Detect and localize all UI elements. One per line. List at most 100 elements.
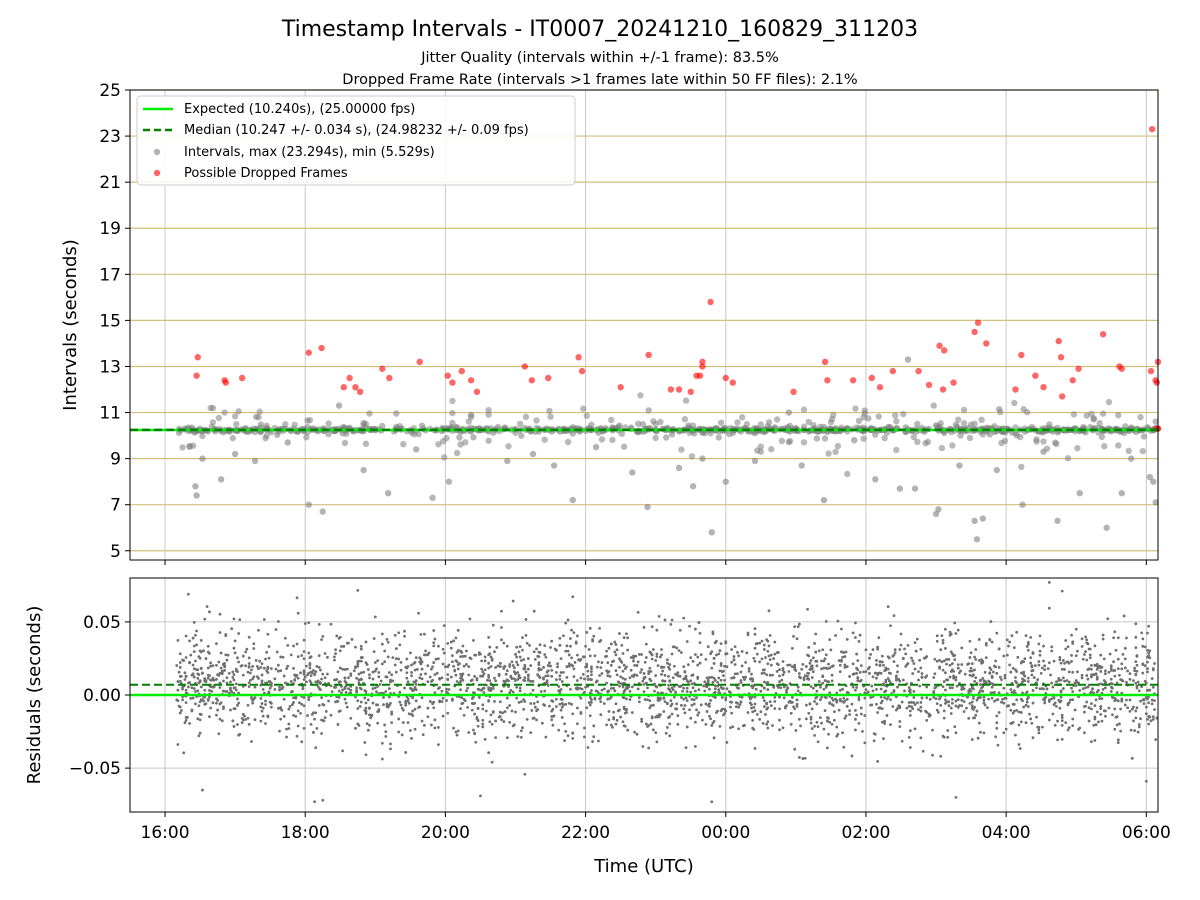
residual-point [259, 666, 263, 669]
residual-point [821, 648, 825, 652]
residual-point [566, 649, 570, 653]
residual-point [621, 685, 625, 689]
interval-point [993, 466, 1000, 474]
residual-point [995, 726, 999, 730]
residual-point [545, 679, 549, 683]
interval-point [681, 416, 689, 423]
residual-point [462, 697, 466, 701]
residual-point [454, 636, 458, 640]
residual-point [1047, 606, 1051, 610]
residual-point [587, 701, 591, 704]
residual-point [410, 737, 413, 740]
residual-point [387, 695, 391, 699]
residual-point [685, 699, 689, 703]
residual-point [300, 654, 304, 657]
residual-point [1085, 700, 1089, 704]
residual-point [184, 674, 188, 678]
interval-point [449, 397, 456, 405]
residual-point [428, 700, 432, 703]
residual-point [1134, 681, 1138, 685]
residual-point [481, 670, 485, 674]
residual-point [394, 647, 398, 650]
residual-point [778, 728, 781, 732]
interval-point [1012, 429, 1019, 437]
residual-point [320, 696, 323, 700]
residual-point [840, 660, 843, 663]
residual-point [866, 667, 870, 671]
interval-point [743, 421, 750, 428]
residual-point [943, 627, 947, 631]
residual-point [653, 689, 656, 693]
residual-point [826, 746, 829, 750]
residual-point [347, 676, 350, 680]
residual-point [977, 659, 981, 662]
residual-point [591, 638, 594, 641]
residual-point [751, 710, 755, 714]
residual-point [920, 696, 924, 700]
residual-point [404, 751, 408, 754]
residual-point [405, 671, 409, 675]
residual-point [366, 698, 370, 702]
residual-point [827, 732, 830, 736]
residual-point [980, 686, 984, 690]
residual-point [809, 717, 813, 721]
residual-point [651, 648, 655, 651]
interval-point [400, 440, 407, 448]
residual-point [283, 636, 287, 640]
interval-point [217, 476, 225, 483]
x-axis-label: Time (UTC) [593, 856, 694, 877]
residual-point [1010, 690, 1014, 694]
residual-point [414, 682, 418, 686]
residual-point [973, 668, 976, 672]
residual-point [569, 644, 572, 648]
residual-point [535, 647, 538, 651]
dropped-frame-point [193, 372, 200, 379]
interval-point [235, 408, 242, 415]
residual-point [523, 772, 527, 776]
residual-point [579, 696, 583, 700]
residual-point [218, 686, 222, 689]
dropped-frame-point [346, 374, 353, 382]
residual-point [634, 654, 638, 658]
residual-point [292, 701, 295, 704]
residual-point [251, 699, 255, 702]
residual-point [189, 653, 193, 657]
residual-point [273, 688, 277, 691]
residual-point [741, 675, 745, 679]
residual-point [537, 661, 541, 665]
residual-point [793, 747, 797, 751]
residual-point [312, 711, 315, 715]
interval-point [827, 419, 835, 426]
residual-point [766, 662, 770, 666]
residual-point [986, 706, 989, 710]
residual-point [1122, 614, 1126, 618]
residual-point [660, 672, 663, 676]
residual-point [602, 687, 606, 691]
residual-point [324, 710, 328, 713]
residual-point [422, 653, 426, 657]
residual-point [766, 688, 770, 691]
residual-point [712, 676, 716, 680]
residual-point [733, 672, 737, 676]
residual-point [755, 641, 759, 645]
residual-point [1035, 686, 1038, 690]
residual-point [689, 690, 693, 694]
interval-point [734, 419, 741, 426]
interval-point [441, 454, 448, 461]
residual-point [203, 677, 207, 680]
residual-point [531, 679, 535, 683]
residual-point [1064, 647, 1068, 651]
residual-point [1154, 738, 1158, 741]
residual-point [491, 686, 495, 690]
residual-point [502, 720, 506, 723]
residual-point [984, 681, 988, 685]
residual-point [836, 732, 840, 736]
residual-point [1116, 738, 1120, 742]
residual-point [246, 716, 250, 720]
residual-point [292, 713, 295, 717]
residual-point [1052, 696, 1056, 700]
interval-point [1011, 399, 1018, 407]
residual-point [302, 672, 306, 676]
residual-point [529, 702, 533, 705]
residual-point [917, 678, 920, 682]
